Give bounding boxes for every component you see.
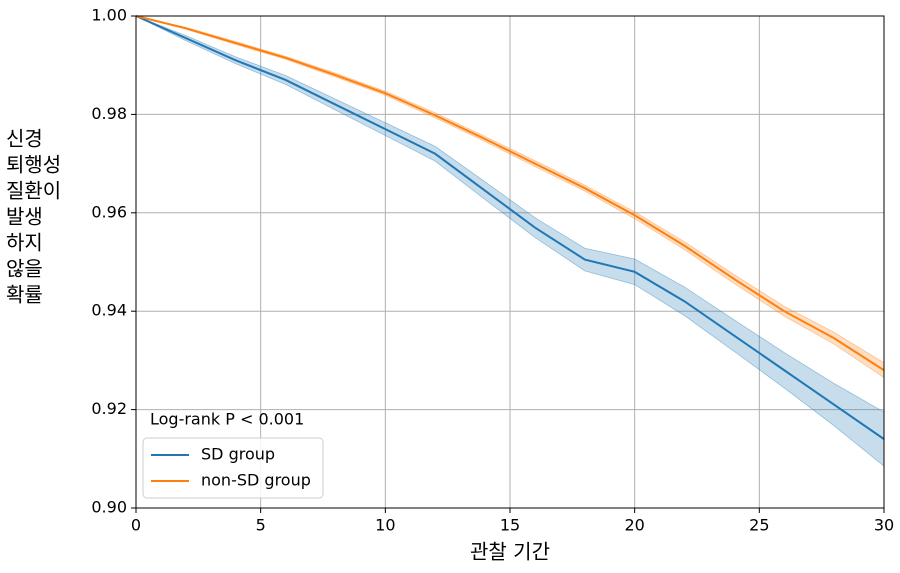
legend-label: SD group (201, 445, 275, 464)
legend-box (142, 437, 324, 499)
x-tick-label: 30 (874, 516, 894, 535)
y-tick-label: 1.00 (91, 6, 127, 25)
x-tick-label: 10 (375, 516, 395, 535)
y-tick-label: 0.96 (91, 202, 127, 221)
x-tick-label: 15 (500, 516, 520, 535)
survival-line (135, 15, 885, 372)
y-axis-label: 확률 (6, 283, 43, 307)
annotation: Log-rank P < 0.001 (150, 410, 304, 429)
survival-line (135, 15, 885, 440)
y-axis-label: 하지 (6, 231, 43, 255)
y-tick-label: 0.94 (91, 301, 127, 320)
x-tick-label: 20 (624, 516, 644, 535)
y-tick-label: 0.98 (91, 104, 127, 123)
x-tick-label: 0 (131, 516, 141, 535)
x-axis-label: 관찰 기간 (470, 540, 550, 564)
x-tick-label: 25 (749, 516, 769, 535)
y-axis-label: 질환이 (6, 179, 61, 203)
y-tick-label: 0.92 (91, 399, 127, 418)
y-axis-label: 않을 (6, 257, 43, 281)
x-tick-label: 5 (256, 516, 266, 535)
plot-frame (135, 15, 885, 509)
y-tick-label: 0.90 (91, 498, 127, 517)
y-axis-label: 퇴행성 (6, 153, 61, 177)
y-axis-label: 발생 (6, 205, 43, 229)
legend-label: non-SD group (201, 471, 311, 490)
y-axis-label: 신경 (6, 127, 43, 151)
